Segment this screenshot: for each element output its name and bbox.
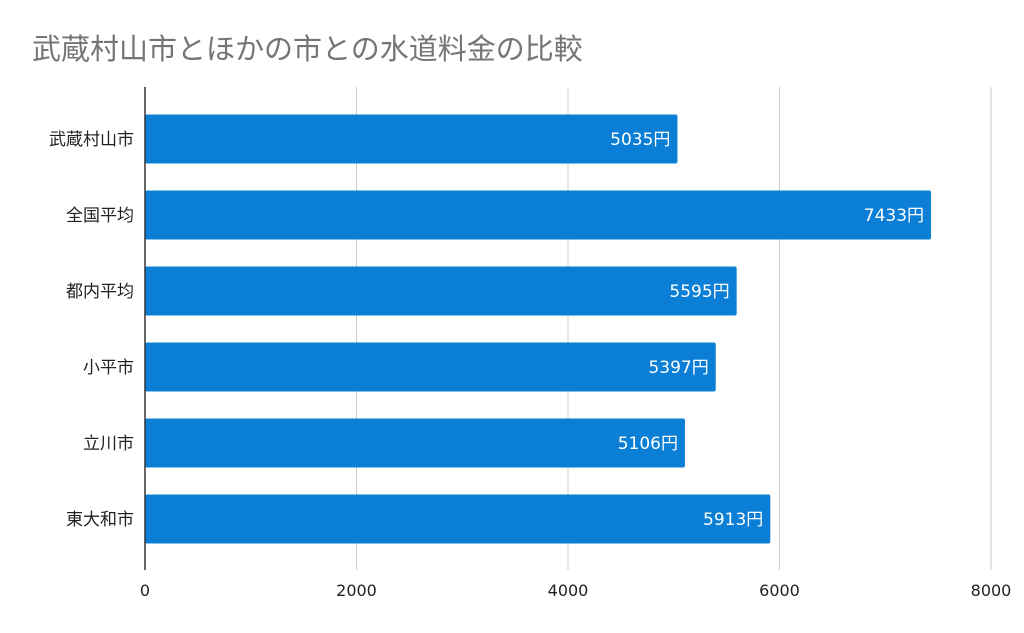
data-label: 5913円	[703, 510, 763, 530]
data-label: 7433円	[864, 206, 924, 226]
category-label: 全国平均	[66, 206, 134, 226]
data-label: 5397円	[648, 358, 708, 378]
bar	[145, 114, 678, 164]
bar	[145, 494, 771, 544]
chart-title: 武蔵村山市とほかの市との水道料金の比較	[32, 32, 583, 66]
x-tick-label: 8000	[971, 581, 1012, 600]
category-label: 東大和市	[66, 510, 134, 530]
bar	[145, 342, 716, 392]
category-label: 都内平均	[66, 282, 134, 302]
x-tick-label: 0	[140, 581, 150, 600]
data-label: 5106円	[618, 434, 678, 454]
x-tick-label: 4000	[548, 581, 589, 600]
bar	[145, 418, 685, 468]
data-label: 5035円	[610, 130, 670, 150]
category-label: 立川市	[83, 434, 134, 454]
data-label: 5595円	[669, 282, 729, 302]
category-label: 武蔵村山市	[49, 130, 134, 150]
bar	[145, 266, 737, 316]
x-tick-label: 6000	[759, 581, 800, 600]
x-tick-label: 2000	[336, 581, 377, 600]
bar	[145, 190, 932, 240]
category-label: 小平市	[83, 358, 134, 378]
